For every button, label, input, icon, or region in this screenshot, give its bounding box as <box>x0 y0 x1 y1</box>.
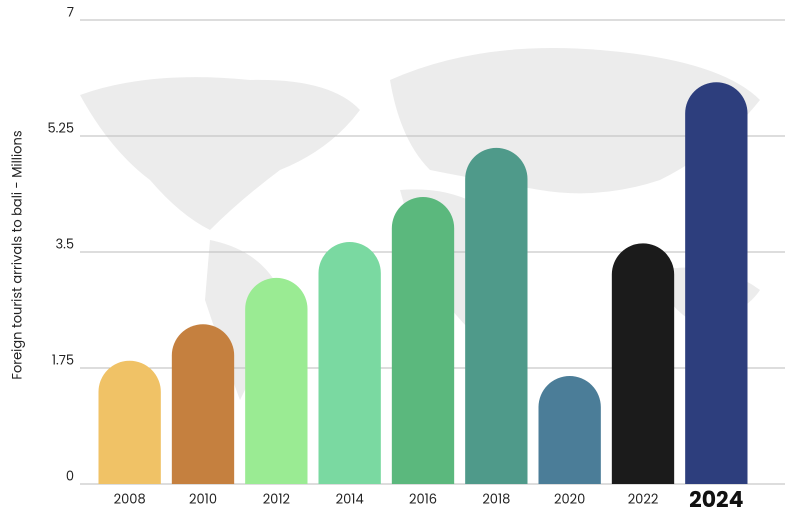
x-tick-label: 2012 <box>263 490 290 509</box>
bar <box>538 375 601 484</box>
y-tick-label: 7 <box>67 3 74 22</box>
y-tick-label: 1.75 <box>52 351 74 370</box>
bar <box>245 277 308 484</box>
x-tick-label: 2014 <box>336 490 364 509</box>
x-tick-label: 2018 <box>482 490 510 509</box>
bar <box>98 360 161 484</box>
y-tick-label: 3.5 <box>55 235 74 254</box>
bar <box>318 242 381 484</box>
x-tick-label: 2008 <box>114 490 146 509</box>
y-axis-label: Foreign tourist arrivals to bali - Milli… <box>8 130 27 379</box>
bar <box>171 324 235 484</box>
x-tick-label: 2016 <box>409 490 437 509</box>
bar <box>465 147 528 484</box>
y-tick-label: 5.25 <box>47 119 74 138</box>
bar <box>611 243 675 484</box>
x-tick-label: 2010 <box>189 490 217 509</box>
x-tick-label: 2020 <box>554 490 585 509</box>
x-tick-label: 2024 <box>689 484 743 515</box>
x-tick-label: 2022 <box>628 490 659 509</box>
bar <box>685 82 748 485</box>
y-tick-label: 0 <box>66 467 74 486</box>
bar <box>391 197 455 484</box>
